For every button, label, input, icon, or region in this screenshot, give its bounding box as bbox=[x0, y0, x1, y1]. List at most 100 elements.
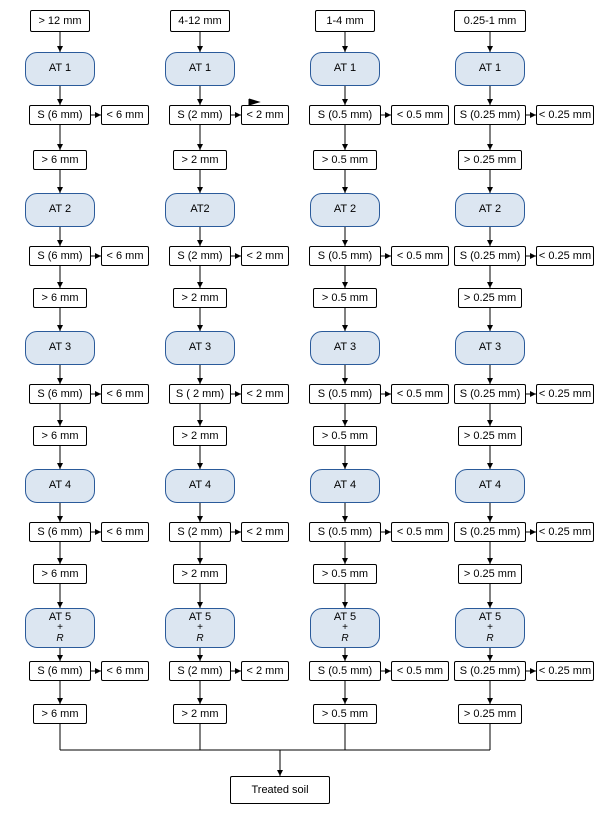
retain-3-0: > 0.25 mm bbox=[458, 150, 522, 170]
at-label: AT 1 bbox=[49, 63, 71, 75]
at-node-2-4: AT 5+R bbox=[310, 608, 380, 648]
sieve-label: S (6 mm) bbox=[37, 665, 82, 677]
sieve-label: S (2 mm) bbox=[177, 250, 222, 262]
sieve-label: S (0.5 mm) bbox=[318, 250, 372, 262]
pass-label: < 6 mm bbox=[107, 388, 144, 400]
at-node-3-3: AT 4 bbox=[455, 469, 525, 503]
sieve-2-0: S (0.5 mm) bbox=[309, 105, 381, 125]
pass-1-4: < 2 mm bbox=[241, 661, 289, 681]
sieve-2-4: S (0.5 mm) bbox=[309, 661, 381, 681]
pass-label: < 6 mm bbox=[107, 665, 144, 677]
pass-label: < 0.5 mm bbox=[397, 665, 443, 677]
retain-1-0: > 2 mm bbox=[173, 150, 227, 170]
header-label: 0.25-1 mm bbox=[464, 15, 517, 27]
at-label: AT 4 bbox=[49, 480, 71, 492]
pass-label: < 0.5 mm bbox=[397, 526, 443, 538]
retain-label: > 6 mm bbox=[42, 568, 79, 580]
pass-2-3: < 0.5 mm bbox=[391, 522, 449, 542]
at-r: R bbox=[56, 634, 63, 645]
at-node-1-3: AT 4 bbox=[165, 469, 235, 503]
pass-label: < 2 mm bbox=[247, 526, 284, 538]
retain-2-2: > 0.5 mm bbox=[313, 426, 377, 446]
pass-1-3: < 2 mm bbox=[241, 522, 289, 542]
at-label: AT 2 bbox=[479, 204, 501, 216]
sieve-label: S (6 mm) bbox=[37, 388, 82, 400]
retain-1-1: > 2 mm bbox=[173, 288, 227, 308]
pass-3-1: < 0.25 mm bbox=[536, 246, 594, 266]
sieve-label: S (0.5 mm) bbox=[318, 109, 372, 121]
retain-label: > 6 mm bbox=[42, 708, 79, 720]
at-label: AT 2 bbox=[334, 204, 356, 216]
retain-2-3: > 0.5 mm bbox=[313, 564, 377, 584]
pass-1-0: < 2 mm bbox=[241, 105, 289, 125]
at-node-1-2: AT 3 bbox=[165, 331, 235, 365]
pass-label: < 2 mm bbox=[247, 388, 284, 400]
sieve-0-0: S (6 mm) bbox=[29, 105, 91, 125]
header-2: 1-4 mm bbox=[315, 10, 375, 32]
pass-label: < 0.25 mm bbox=[539, 109, 591, 121]
sieve-1-4: S (2 mm) bbox=[169, 661, 231, 681]
at-node-1-1: AT2 bbox=[165, 193, 235, 227]
sieve-label: S (0.5 mm) bbox=[318, 388, 372, 400]
at-label: AT 4 bbox=[189, 480, 211, 492]
at-label: AT 3 bbox=[334, 342, 356, 354]
retain-0-3: > 6 mm bbox=[33, 564, 87, 584]
retain-3-3: > 0.25 mm bbox=[458, 564, 522, 584]
retain-label: > 6 mm bbox=[42, 154, 79, 166]
sieve-label: S (0.25 mm) bbox=[460, 250, 521, 262]
sieve-3-1: S (0.25 mm) bbox=[454, 246, 526, 266]
at-label: AT 3 bbox=[189, 342, 211, 354]
retain-label: > 2 mm bbox=[182, 154, 219, 166]
at-node-2-0: AT 1 bbox=[310, 52, 380, 86]
retain-label: > 0.5 mm bbox=[322, 154, 368, 166]
retain-1-4: > 2 mm bbox=[173, 704, 227, 724]
sieve-0-2: S (6 mm) bbox=[29, 384, 91, 404]
sieve-2-3: S (0.5 mm) bbox=[309, 522, 381, 542]
retain-label: > 0.25 mm bbox=[464, 292, 516, 304]
pass-1-2: < 2 mm bbox=[241, 384, 289, 404]
pass-3-3: < 0.25 mm bbox=[536, 522, 594, 542]
sieve-2-2: S (0.5 mm) bbox=[309, 384, 381, 404]
at-node-2-2: AT 3 bbox=[310, 331, 380, 365]
at-node-1-0: AT 1 bbox=[165, 52, 235, 86]
at-node-3-1: AT 2 bbox=[455, 193, 525, 227]
pass-3-2: < 0.25 mm bbox=[536, 384, 594, 404]
sieve-label: S (0.5 mm) bbox=[318, 526, 372, 538]
retain-label: > 6 mm bbox=[42, 292, 79, 304]
retain-label: > 0.25 mm bbox=[464, 430, 516, 442]
at-label: AT 4 bbox=[479, 480, 501, 492]
sieve-3-4: S (0.25 mm) bbox=[454, 661, 526, 681]
sieve-label: S ( 2 mm) bbox=[176, 388, 224, 400]
sieve-0-4: S (6 mm) bbox=[29, 661, 91, 681]
sieve-label: S (2 mm) bbox=[177, 665, 222, 677]
pass-label: < 6 mm bbox=[107, 526, 144, 538]
retain-0-1: > 6 mm bbox=[33, 288, 87, 308]
retain-label: > 0.25 mm bbox=[464, 568, 516, 580]
header-0: > 12 mm bbox=[30, 10, 90, 32]
pass-label: < 0.25 mm bbox=[539, 665, 591, 677]
sieve-3-0: S (0.25 mm) bbox=[454, 105, 526, 125]
pass-0-1: < 6 mm bbox=[101, 246, 149, 266]
retain-2-1: > 0.5 mm bbox=[313, 288, 377, 308]
edge-layer bbox=[10, 10, 588, 820]
pass-0-2: < 6 mm bbox=[101, 384, 149, 404]
sieve-label: S (2 mm) bbox=[177, 109, 222, 121]
retain-label: > 2 mm bbox=[182, 430, 219, 442]
retain-label: > 0.5 mm bbox=[322, 708, 368, 720]
at-label: AT 2 bbox=[49, 204, 71, 216]
sieve-label: S (6 mm) bbox=[37, 526, 82, 538]
retain-label: > 6 mm bbox=[42, 430, 79, 442]
sieve-2-1: S (0.5 mm) bbox=[309, 246, 381, 266]
pass-label: < 0.5 mm bbox=[397, 388, 443, 400]
pass-2-0: < 0.5 mm bbox=[391, 105, 449, 125]
sieve-label: S (0.25 mm) bbox=[460, 526, 521, 538]
treated-soil-label: Treated soil bbox=[251, 784, 308, 796]
sieve-3-2: S (0.25 mm) bbox=[454, 384, 526, 404]
pass-2-2: < 0.5 mm bbox=[391, 384, 449, 404]
at-node-0-3: AT 4 bbox=[25, 469, 95, 503]
retain-0-2: > 6 mm bbox=[33, 426, 87, 446]
pass-0-0: < 6 mm bbox=[101, 105, 149, 125]
header-label: 4-12 mm bbox=[178, 15, 221, 27]
retain-label: > 0.5 mm bbox=[322, 292, 368, 304]
pass-0-3: < 6 mm bbox=[101, 522, 149, 542]
